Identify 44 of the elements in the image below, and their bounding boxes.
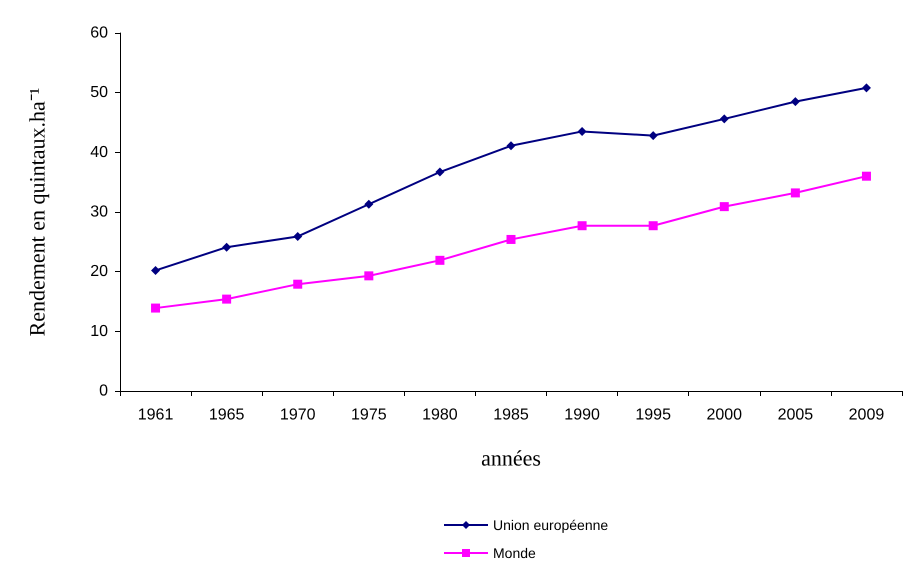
x-tick-label: 1985 [493, 406, 529, 424]
x-tick-label: 2000 [706, 406, 742, 424]
point [720, 114, 729, 124]
point [862, 172, 871, 181]
point [720, 202, 729, 212]
x-tick-label: 1961 [138, 406, 174, 424]
point [506, 141, 516, 150]
point [435, 256, 444, 265]
y-tick-label: 60 [90, 24, 108, 42]
x-tick-label: 1990 [564, 406, 600, 424]
y-tick-label: 40 [90, 144, 108, 161]
y-axis-title: Rendement en quintaux.ha⁻¹ [24, 88, 50, 336]
point [364, 200, 374, 209]
point [435, 168, 444, 177]
x-tick-label: 1965 [208, 406, 245, 424]
point [578, 221, 587, 230]
point [790, 188, 800, 198]
legend-label: Monde [493, 545, 536, 561]
y-tick-label: 20 [90, 263, 108, 280]
x-tick-label: 1970 [280, 406, 316, 424]
y-tick-label: 10 [90, 322, 108, 340]
point [648, 131, 658, 140]
x-tick-label: 1995 [635, 406, 672, 424]
y-tick-label: 50 [90, 84, 108, 102]
point [506, 234, 516, 244]
x-tick-label: 2009 [848, 406, 884, 424]
x-tick-label: 1980 [422, 406, 458, 424]
point [364, 271, 374, 280]
point [222, 242, 232, 252]
point [151, 266, 160, 275]
point [222, 294, 232, 304]
point [578, 126, 587, 136]
point [862, 83, 871, 92]
y-tick-label: 30 [90, 204, 108, 220]
point [790, 97, 800, 106]
legend-label: Union européenne [493, 517, 608, 533]
point [293, 280, 302, 289]
x-tick-label: 1975 [351, 406, 387, 424]
point [648, 221, 658, 230]
x-tick-label: 2005 [778, 406, 814, 424]
point [151, 304, 160, 313]
y-tick-label: 0 [99, 382, 108, 400]
point [293, 232, 302, 241]
x-axis-title: années [481, 446, 541, 470]
